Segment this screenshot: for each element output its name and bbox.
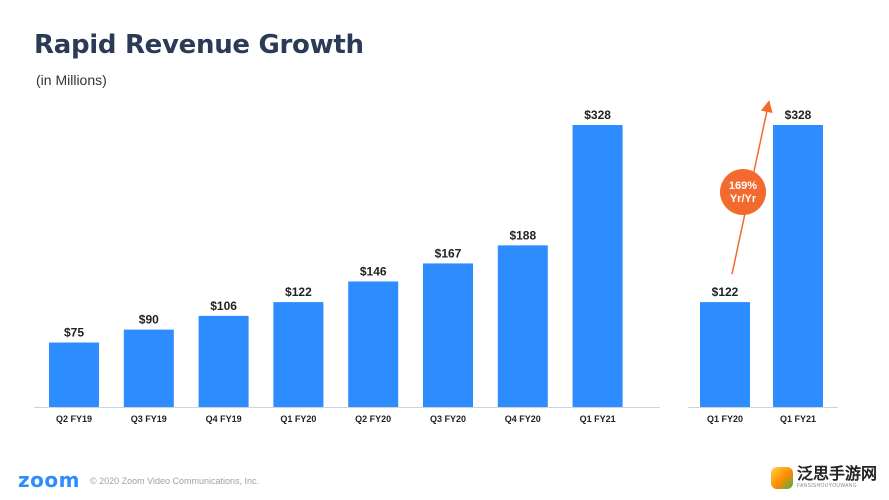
x-tick-label: Q3 FY20 xyxy=(430,414,466,424)
data-label: $167 xyxy=(435,246,462,260)
data-label: $75 xyxy=(64,326,84,340)
x-tick-label: Q3 FY19 xyxy=(131,414,167,424)
bar-q2-fy20 xyxy=(348,281,399,407)
watermark: 泛思手游网 FANSISHOUYOUWANG xyxy=(770,464,877,489)
bar-q1-fy20 xyxy=(700,302,750,407)
bar-q1-fy21 xyxy=(572,125,623,407)
yoy-comparison-chart: $122 Q1 FY20 $328 Q1 FY21 169%Yr/Yr xyxy=(688,100,838,424)
bar-q4-fy19 xyxy=(198,315,249,407)
watermark-text: 泛思手游网 xyxy=(796,464,877,483)
quarterly-revenue-chart: $75 Q2 FY19 $90 Q3 FY19 $106 Q4 FY19 $122 Q1 FY… xyxy=(34,108,660,424)
bar-q1-fy20 xyxy=(273,302,324,407)
page-subtitle: (in Millions) xyxy=(36,72,107,88)
data-label: $146 xyxy=(360,264,387,278)
watermark-logo-icon xyxy=(770,466,793,489)
growth-period-label: Yr/Yr xyxy=(730,193,757,205)
data-label: $328 xyxy=(584,108,611,122)
bar-q2-fy19 xyxy=(49,342,99,407)
growth-badge xyxy=(720,169,766,215)
data-label: $328 xyxy=(785,108,812,122)
copyright-text: © 2020 Zoom Video Communications, Inc. xyxy=(90,476,260,486)
x-tick-label: Q1 FY21 xyxy=(580,414,616,424)
watermark-subtext: FANSISHOUYOUWANG xyxy=(796,483,857,489)
bar-q4-fy20 xyxy=(497,245,548,407)
growth-percent-label: 169% xyxy=(729,180,757,192)
data-label: $122 xyxy=(285,285,312,299)
x-tick-label: Q4 FY20 xyxy=(505,414,541,424)
revenue-bar-charts: $75 Q2 FY19 $90 Q3 FY19 $106 Q4 FY19 $122 Q1 FY… xyxy=(34,100,838,424)
x-tick-label: Q1 FY21 xyxy=(780,414,816,424)
data-label: $122 xyxy=(712,285,739,299)
x-tick-label: Q1 FY20 xyxy=(280,414,316,424)
x-tick-label: Q2 FY20 xyxy=(355,414,391,424)
data-label: $90 xyxy=(139,313,159,327)
data-label: $106 xyxy=(210,299,237,313)
bar-q3-fy20 xyxy=(423,263,473,407)
page-title: Rapid Revenue Growth xyxy=(34,30,364,60)
x-tick-label: Q4 FY19 xyxy=(206,414,242,424)
bar-q1-fy21 xyxy=(773,125,823,407)
zoom-logo: zoom xyxy=(18,468,80,492)
x-tick-label: Q2 FY19 xyxy=(56,414,92,424)
data-label: $188 xyxy=(509,228,536,242)
bar-q3-fy19 xyxy=(123,329,174,407)
x-tick-label: Q1 FY20 xyxy=(707,414,743,424)
